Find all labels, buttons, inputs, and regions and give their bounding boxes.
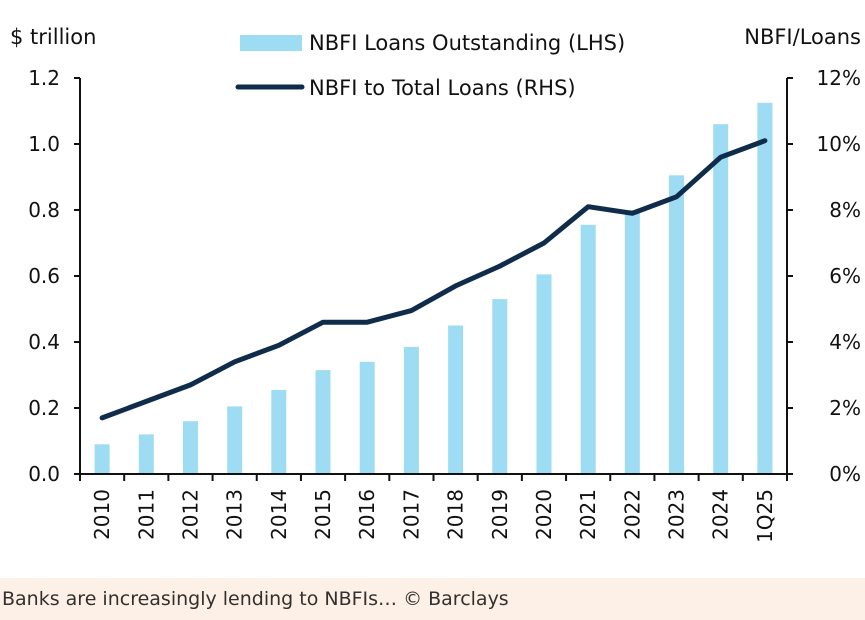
bar-2021 (580, 224, 596, 474)
bar-2015 (315, 370, 331, 474)
bar-2017 (403, 346, 419, 474)
legend-label-bar: NBFI Loans Outstanding (LHS) (309, 31, 625, 55)
right-tick-label: 2% (829, 396, 861, 420)
left-tick-label: 0.8 (28, 198, 60, 222)
series-line-nbfi-to-total-loans (99, 138, 768, 421)
right-tick-label: 0% (829, 462, 861, 486)
right-tick-label: 10% (817, 132, 861, 156)
x-tick-label: 2020 (532, 489, 556, 540)
x-tick-label: 2022 (620, 489, 644, 540)
bar-2024 (713, 124, 729, 474)
x-tick-label: 1Q25 (753, 489, 777, 543)
x-tick-label: 2011 (134, 489, 158, 540)
line-layer (99, 138, 768, 421)
x-tick-label: 2014 (267, 489, 291, 540)
x-tick-label: 2016 (355, 489, 379, 540)
caption-bar: Banks are increasingly lending to NBFIs…… (0, 578, 865, 620)
right-tick-label: 8% (829, 198, 861, 222)
left-axis-title: $ trillion (10, 25, 96, 49)
x-tick-label: 2010 (90, 489, 114, 540)
bar-2011 (138, 434, 154, 474)
chart-svg: 0.0 0.2 0.4 0.6 0.8 1.0 1.2 0% 2% 4% 6% 8% 10% 12% 201… (10, 25, 861, 543)
x-tick-label: 2023 (665, 489, 689, 540)
bar-2020 (536, 274, 552, 474)
right-tick-label: 12% (817, 66, 861, 90)
x-tick-label: 2024 (709, 489, 733, 540)
x-tick-label: 2018 (444, 489, 468, 540)
chart: 0.0 0.2 0.4 0.6 0.8 1.0 1.2 0% 2% 4% 6% 8% 10% 12% 201… (10, 25, 861, 543)
x-tick-label: 2021 (576, 489, 600, 540)
bar-2019 (492, 299, 508, 474)
left-tick-label: 0.4 (28, 330, 60, 354)
labels-layer: 0.0 0.2 0.4 0.6 0.8 1.0 1.2 0% 2% 4% 6% 8% 10% 12% 201… (10, 25, 861, 543)
legend: NBFI Loans Outstanding (LHS) NBFI to Tota… (235, 31, 625, 100)
bars-layer (94, 102, 773, 475)
bar-2013 (227, 406, 243, 474)
caption: Banks are increasingly lending to NBFIs…… (2, 588, 509, 610)
bar-2023 (669, 175, 684, 475)
bar-2012 (183, 421, 198, 474)
bar-2016 (359, 361, 375, 474)
x-tick-label: 2015 (311, 489, 335, 540)
axes-layer (74, 77, 793, 481)
bar-2014 (271, 389, 287, 474)
x-tick-label: 2013 (223, 489, 247, 540)
left-tick-label: 1.2 (28, 66, 60, 90)
right-axis-title: NBFI/Loans (744, 25, 861, 49)
left-tick-label: 0.6 (28, 264, 60, 288)
left-tick-label: 0.0 (28, 462, 60, 486)
bar-2018 (448, 325, 464, 474)
right-tick-label: 6% (829, 264, 861, 288)
legend-label-line: NBFI to Total Loans (RHS) (309, 76, 576, 100)
legend-swatch-bar (240, 35, 302, 51)
bar-2022 (624, 210, 640, 474)
x-tick-label: 2017 (399, 489, 423, 540)
right-tick-label: 4% (829, 330, 861, 354)
left-tick-label: 1.0 (28, 132, 60, 156)
bar-2010 (94, 444, 110, 474)
bar-1Q25 (757, 102, 773, 475)
x-tick-label: 2012 (179, 489, 203, 540)
x-tick-label: 2019 (488, 489, 512, 540)
left-tick-label: 0.2 (28, 396, 60, 420)
